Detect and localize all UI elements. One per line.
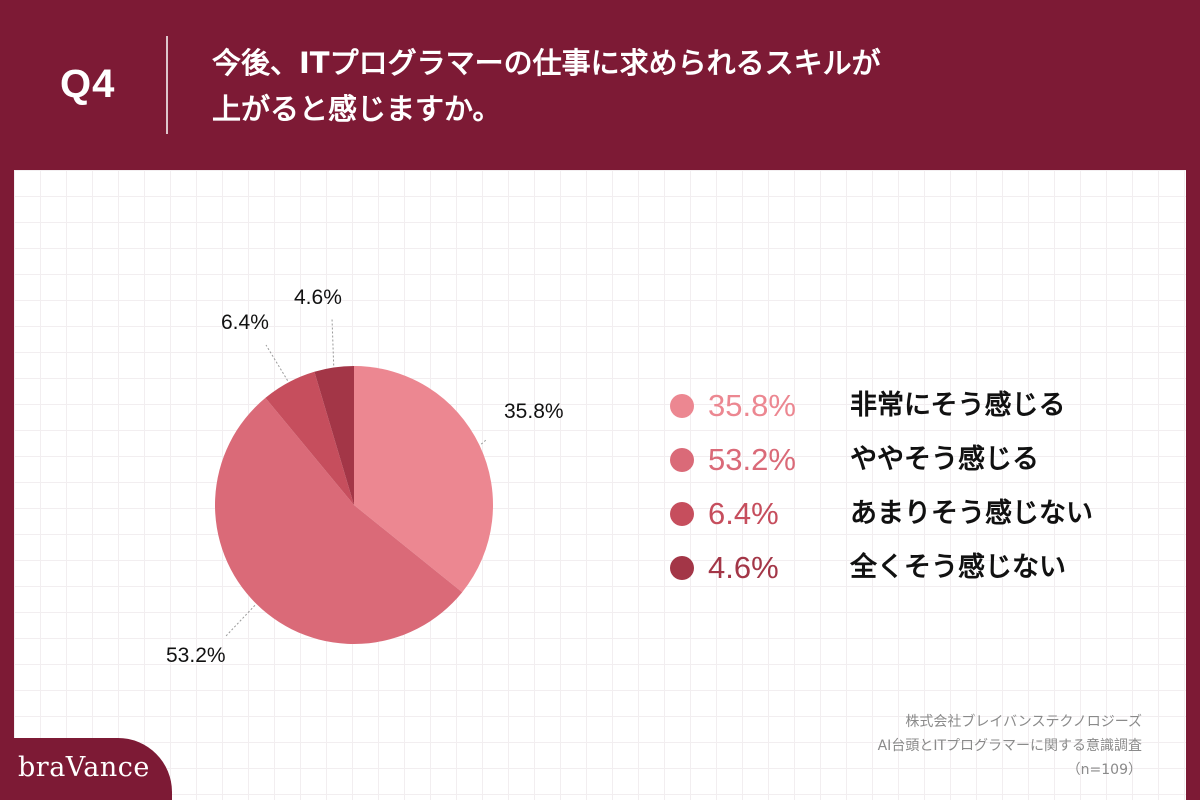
legend-percent: 35.8% xyxy=(708,388,796,423)
legend-item-not-at-all: 4.6% 全くそう感じない xyxy=(664,546,1164,600)
legend-percent: 53.2% xyxy=(708,442,796,477)
question-title-line-2: 上がると感じますか。 xyxy=(212,92,502,126)
leader-line-0 xyxy=(480,439,487,445)
slice-label-2: 6.4% xyxy=(221,311,269,334)
legend-item-very: 35.8% 非常にそう感じる xyxy=(664,384,1164,438)
source-survey: AI台頭とITプログラマーに関する意識調査 xyxy=(877,738,1142,754)
leader-line-1 xyxy=(225,604,256,637)
pie-chart: 35.8% 53.2% 6.4% 4.6% xyxy=(166,286,564,667)
legend-percent: 6.4% xyxy=(708,496,779,531)
legend-label: 非常にそう感じる xyxy=(850,390,1066,421)
legend: 35.8% 非常にそう感じる 53.2% ややそう感じる 6.4% あまりそう感… xyxy=(664,384,1164,600)
chart-panel: 35.8% 53.2% 6.4% 4.6% 35.8% 非常にそう感じる 53.2% … xyxy=(14,170,1186,800)
pie-slice-3 xyxy=(314,366,354,505)
source-note: 株式会社ブレイバンステクノロジーズ AI台頭とITプログラマーに関する意識調査 … xyxy=(878,710,1142,782)
question-number: Q4 xyxy=(60,62,116,106)
legend-label: あまりそう感じない xyxy=(850,498,1093,529)
brand-logo: braVance xyxy=(18,752,150,783)
legend-swatch-icon xyxy=(670,502,694,526)
source-company: 株式会社ブレイバンステクノロジーズ xyxy=(905,714,1142,730)
header-divider xyxy=(166,36,168,134)
question-title-line-1: 今後、ITプログラマーの仕事に求められるスキルが xyxy=(212,46,881,80)
legend-percent: 4.6% xyxy=(708,550,779,585)
slice-label-1: 53.2% xyxy=(166,644,226,667)
brand-tab: braVance xyxy=(0,738,172,800)
leader-line-2 xyxy=(265,344,289,381)
leader-line-3 xyxy=(331,317,335,366)
legend-label: ややそう感じる xyxy=(850,444,1039,475)
legend-swatch-icon xyxy=(670,394,694,418)
legend-swatch-icon xyxy=(670,556,694,580)
legend-label: 全くそう感じない xyxy=(850,552,1066,583)
slice-label-3: 4.6% xyxy=(294,286,342,309)
source-sample-size: （n=109） xyxy=(1066,762,1142,778)
slice-label-0: 35.8% xyxy=(504,400,564,423)
legend-item-somewhat: 53.2% ややそう感じる xyxy=(664,438,1164,492)
pie-slice-0 xyxy=(354,366,494,593)
header: Q4 今後、ITプログラマーの仕事に求められるスキルが 上がると感じますか。 xyxy=(0,0,1200,170)
legend-swatch-icon xyxy=(670,448,694,472)
pie-slice-1 xyxy=(215,397,463,644)
legend-item-not-much: 6.4% あまりそう感じない xyxy=(664,492,1164,546)
pie-slice-2 xyxy=(265,371,354,505)
question-title: 今後、ITプログラマーの仕事に求められるスキルが 上がると感じますか。 xyxy=(212,40,1152,132)
